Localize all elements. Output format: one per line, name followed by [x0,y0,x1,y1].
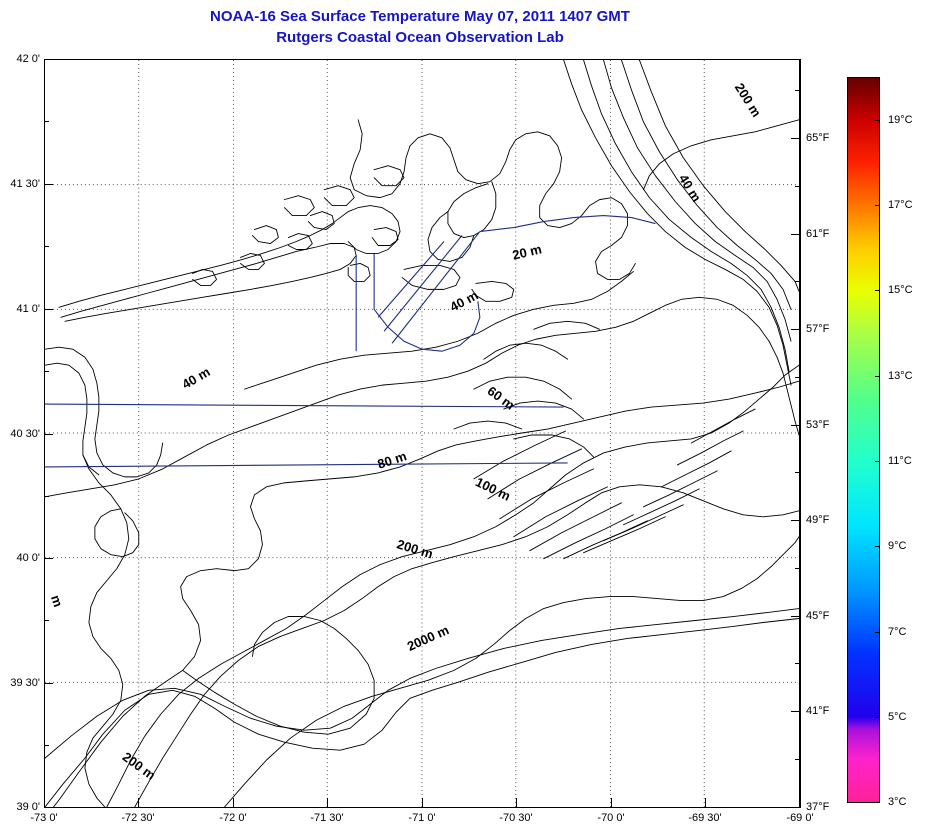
cbar-tick-9 [875,546,880,547]
cbar-tick-15 [875,290,880,291]
cbar-label-5: 5°C [888,711,907,723]
cbar-label-17: 17°C [888,199,913,211]
cbar-label-9: 9°C [888,540,907,552]
cbar-label-7: 7°C [888,626,907,638]
lon-label-71-30: -71 30' [310,812,344,824]
title-line-2: Rutgers Coastal Ocean Observation Lab [276,29,564,46]
cbar-label-3: 3°C [888,796,907,808]
lon-label-73-0: -73 0' [30,812,58,824]
far-label-61: 61°F [806,228,830,240]
fahrenheit-axis-line [800,59,801,808]
cbar-label-15: 15°C [888,284,913,296]
lat-label-41-30: 41 30' [10,178,40,190]
title-line-1: NOAA-16 Sea Surface Temperature May 07, … [210,8,630,25]
cbar-tick-13 [875,376,880,377]
cbar-tick-19 [875,120,880,121]
coastline-map-icon [45,60,799,807]
cbar-tick-7 [875,632,880,633]
lat-label-39-30: 39 30' [10,677,40,689]
lon-label-72-0: -72 0' [219,812,247,824]
cbar-label-11: 11°C [888,455,912,467]
map-plot-area [44,59,800,808]
gradient-legend-icon [847,77,880,803]
lat-label-39-0: 39 0' [16,801,40,813]
far-label-41: 41°F [806,705,830,717]
cbar-tick-17 [875,205,880,206]
temperature-colorbar[interactable] [847,77,880,803]
lon-label-69-0: -69 0' [786,812,814,824]
far-label-49: 49°F [806,514,830,526]
lat-label-40-0: 40 0' [16,552,40,564]
bathymetry-contours [45,60,799,807]
cbar-tick-11 [875,461,880,462]
far-label-57: 57°F [806,323,830,335]
grid-lines [45,60,799,807]
transect-lines [45,215,656,468]
far-label-53: 53°F [806,419,830,431]
lon-label-70-30: -70 30' [499,812,533,824]
far-label-45: 45°F [806,610,830,622]
lat-label-40-30: 40 30' [10,428,40,440]
cbar-tick-3 [875,802,880,803]
lon-label-71-0: -71 0' [408,812,436,824]
cbar-label-19: 19°C [888,114,913,126]
lon-label-69-30: -69 30' [688,812,722,824]
figure-title: NOAA-16 Sea Surface Temperature May 07, … [0,6,840,48]
cbar-tick-5 [875,717,880,718]
lat-label-42-0: 42 0' [16,53,40,65]
lon-label-72-30: -72 30' [121,812,155,824]
cbar-label-13: 13°C [888,370,913,382]
far-label-65: 65°F [806,132,830,144]
far-label-37: 37°F [806,801,830,813]
lon-label-70-0: -70 0' [597,812,625,824]
lat-label-41-0: 41 0' [16,303,40,315]
